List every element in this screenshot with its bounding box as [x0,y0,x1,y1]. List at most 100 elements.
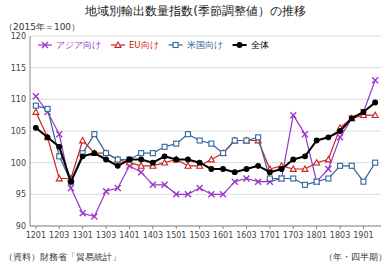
marker [186,157,191,162]
marker [56,131,62,137]
marker [104,151,109,156]
marker [45,135,50,140]
marker [80,154,85,159]
marker [290,166,296,171]
legend: アジア向けEU向け米国向け全体 [38,40,269,50]
x-tick-label: 1601 [213,231,233,240]
x-tick-label: 1703 [283,231,303,240]
grid-line [30,131,381,132]
marker [256,163,261,168]
marker [91,214,97,220]
marker [33,125,38,130]
marker [174,141,179,146]
marker [45,106,50,111]
marker [279,167,284,172]
x-tick [316,226,317,229]
x-axis-label: （年・四半期） [324,252,387,262]
marker [232,138,238,143]
marker [372,112,378,117]
line [36,106,375,185]
subtitle: （2015年＝100） [4,22,80,32]
x-tick-label: 1801 [306,231,326,240]
marker [42,42,48,48]
marker [162,154,167,159]
x-tick [363,226,364,229]
marker [139,151,144,156]
series [33,100,377,184]
marker [232,170,237,175]
marker [221,167,226,172]
marker [220,191,226,197]
marker [373,100,378,105]
marker [139,157,144,162]
marker [349,163,354,168]
marker [185,163,191,168]
x-tick-label: 1603 [236,231,256,240]
marker [325,157,331,162]
marker [325,166,331,172]
marker [279,176,285,182]
marker [291,157,296,162]
legend-label: 全体 [251,40,269,50]
marker [197,160,202,165]
marker [33,103,38,108]
marker [115,42,121,47]
x-tick [59,226,60,229]
marker [208,191,214,197]
x-tick-label: 1701 [260,231,280,240]
marker [103,188,109,194]
x-tick-label: 1201 [26,231,46,240]
marker [237,43,242,48]
x-tick [82,226,83,229]
marker [185,132,190,137]
marker [303,154,308,159]
y-tick-label: 100 [11,159,26,168]
marker [150,151,155,156]
marker [57,144,62,149]
marker [115,157,121,162]
grid-line [30,67,381,68]
y-tick-label: 95 [16,190,26,199]
title: 地域別輸出数量指数(季節調整値）の推移 [84,4,306,18]
x-tick-label: 1501 [166,231,186,240]
x-tick [246,226,247,229]
marker [174,157,179,162]
marker [209,141,214,146]
marker [68,179,73,184]
marker [267,176,272,181]
x-tick-label: 1403 [143,231,163,240]
marker [338,129,343,134]
marker [361,179,366,184]
y-tick-label: 115 [11,64,26,73]
marker [68,185,74,191]
marker [115,185,121,191]
legend-label: 米国向け [187,40,223,50]
marker [150,182,156,188]
marker [279,176,284,181]
y-tick-label: 120 [11,32,26,41]
marker [244,138,249,143]
marker [162,144,167,149]
marker [69,179,74,184]
marker [221,151,226,156]
marker [267,170,272,175]
x-tick-label: 1301 [72,231,92,240]
x-tick [223,226,224,229]
marker [80,138,86,143]
marker [243,176,249,182]
marker [302,166,308,171]
marker [115,163,120,168]
x-tick-label: 1401 [119,231,139,240]
y-tick-label: 110 [11,95,26,104]
x-tick [129,226,130,229]
marker [314,138,319,143]
series [33,109,378,181]
y-tick-label: 90 [16,222,26,231]
marker [80,210,86,216]
series [33,103,377,187]
marker [255,179,261,185]
grid [30,36,381,226]
marker [349,116,354,121]
marker [314,179,319,184]
x-tick [106,226,107,229]
